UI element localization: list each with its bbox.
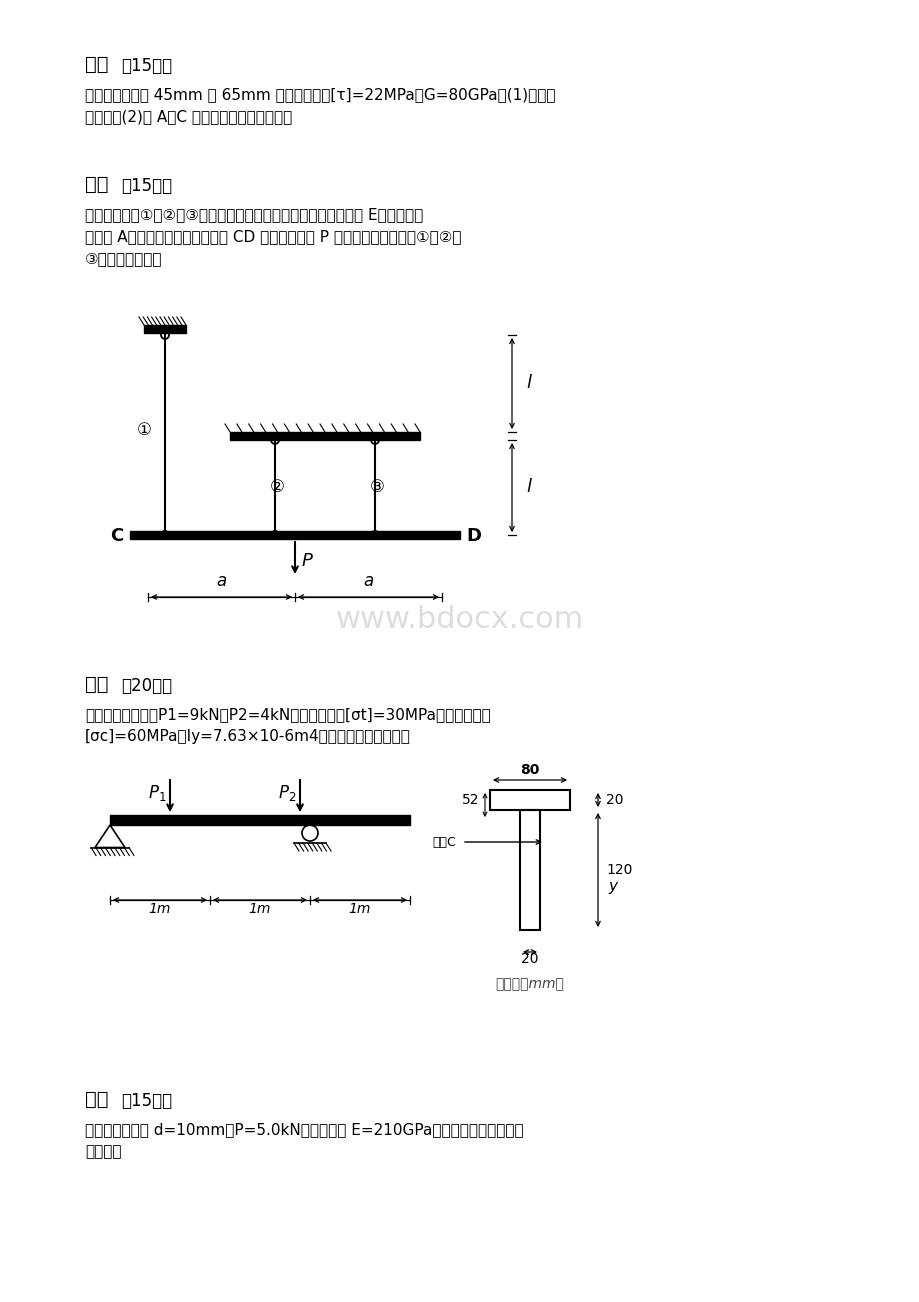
Text: （单位：mm）: （单位：mm） [495,976,564,991]
Text: 52: 52 [461,793,479,807]
Bar [110,815,410,825]
Text: 的强度；(2)求 A、C 两截面间的相对扭转角。: 的强度；(2)求 A、C 两截面间的相对扭转角。 [85,109,292,124]
Text: l: l [526,375,530,392]
Text: （15分）: （15分） [121,1092,172,1111]
Bar [490,790,570,810]
Text: 面积为 A，杆的长度如图示。横杆 CD 为刚体，载荷 P 作用位置如图示。求①、②、: 面积为 A，杆的长度如图示。横杆 CD 为刚体，载荷 P 作用位置如图示。求①、… [85,229,461,243]
Bar [130,531,460,539]
Text: D: D [466,527,481,546]
Text: y: y [607,879,617,893]
Text: 图示外径分别为 45mm 和 65mm 的空心圆轴，[τ]=22MPa，G=80GPa。(1)校核轴: 图示外径分别为 45mm 和 65mm 的空心圆轴，[τ]=22MPa，G=80… [85,87,555,102]
Text: 1m: 1m [248,902,271,917]
Text: 六．: 六． [85,1090,108,1109]
Text: l: l [526,479,530,496]
Text: 1m: 1m [149,902,171,917]
Text: ①: ① [137,421,152,439]
Text: 图示为一铸铁梁，P1=9kN，P2=4kN，许用拉应力[σt]=30MPa，许用压应力: 图示为一铸铁梁，P1=9kN，P2=4kN，许用拉应力[σt]=30MPa，许用… [85,707,490,723]
Text: www.bdocx.com: www.bdocx.com [335,605,584,634]
Text: 形心C: 形心C [432,836,455,849]
Text: C: C [110,527,123,546]
Text: 图示结构中，①、②、③三杆材料相同，截面相同，弹性模量均为 E，杆的截面: 图示结构中，①、②、③三杆材料相同，截面相同，弹性模量均为 E，杆的截面 [85,207,423,223]
Text: 20: 20 [606,793,623,807]
Text: 120: 120 [606,863,631,878]
Text: （15分）: （15分） [121,177,172,195]
Bar [230,432,420,440]
Text: ③杆所受的轴力。: ③杆所受的轴力。 [85,251,163,266]
Text: $P_2$: $P_2$ [278,783,296,803]
Text: ②: ② [269,479,285,496]
Bar [519,810,539,930]
Text: $P_1$: $P_1$ [148,783,166,803]
Text: ③: ③ [369,479,384,496]
Text: 1m: 1m [348,902,370,917]
Text: 四．: 四． [85,174,108,194]
Text: 钢质圆杆的直径 d=10mm，P=5.0kN，弹性模量 E=210GPa。求杆最大应变和杆的: 钢质圆杆的直径 d=10mm，P=5.0kN，弹性模量 E=210GPa。求杆最… [85,1122,523,1137]
Text: a: a [363,572,373,590]
Text: （15分）: （15分） [121,57,172,76]
Bar [144,326,186,333]
Text: 20: 20 [521,952,539,966]
Text: 80: 80 [520,763,539,777]
Text: P: P [301,552,312,570]
Text: 五．: 五． [85,674,108,694]
Text: 三．: 三． [85,55,108,74]
Text: a: a [216,572,226,590]
Text: [σc]=60MPa，Iy=7.63×10-6m4，试校核此梁的强度。: [σc]=60MPa，Iy=7.63×10-6m4，试校核此梁的强度。 [85,729,411,743]
Text: （20分）: （20分） [121,677,172,695]
Text: 总伸长。: 总伸长。 [85,1144,121,1159]
